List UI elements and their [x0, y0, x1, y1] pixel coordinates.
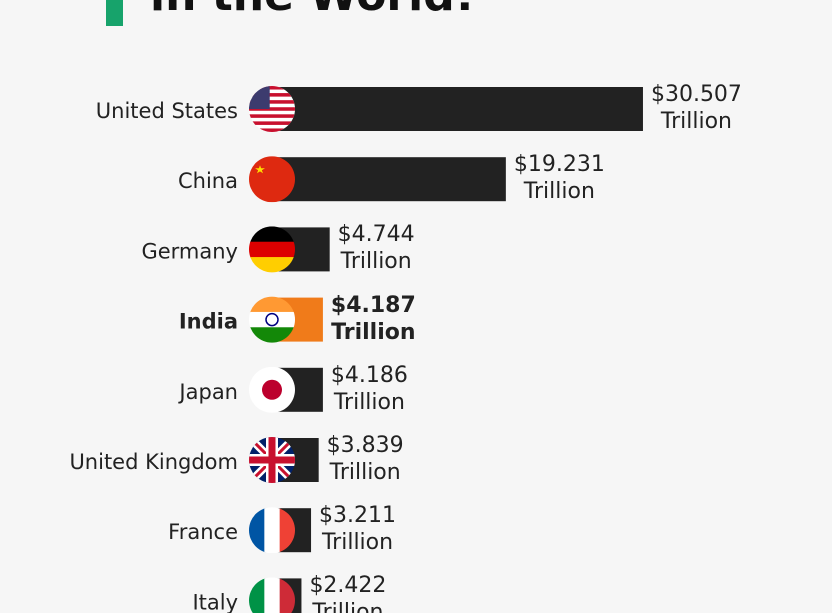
- title-accent: [106, 0, 123, 26]
- value-label: $4.187 Trillion: [330, 292, 416, 345]
- chart-title: in the World!: [150, 0, 475, 21]
- category-label: Germany: [141, 239, 238, 263]
- category-label: United States: [96, 99, 238, 123]
- category-label: Japan: [177, 380, 238, 404]
- category-label: Italy: [192, 590, 238, 613]
- category-label: China: [178, 169, 238, 193]
- flag: [249, 156, 295, 203]
- value-label: $4.186 Trillion: [330, 362, 408, 415]
- flag: [249, 437, 295, 483]
- flag: [249, 86, 295, 132]
- category-label: France: [168, 520, 238, 544]
- bar: [272, 157, 506, 202]
- bar: [272, 87, 643, 131]
- value-label: $4.744 Trillion: [337, 222, 415, 275]
- value-label: $3.211 Trillion: [319, 503, 397, 556]
- value-label: $30.507 Trillion: [650, 82, 742, 134]
- value-label: $19.231 Trillion: [513, 152, 605, 205]
- value-label: $2.422 Trillion: [309, 573, 387, 613]
- category-label: India: [179, 310, 238, 334]
- flag: [249, 366, 295, 413]
- category-label: United Kingdom: [69, 450, 238, 474]
- flag: [249, 226, 295, 273]
- flag: [249, 507, 295, 554]
- flag: [249, 296, 295, 343]
- value-label: $3.839 Trillion: [326, 433, 404, 485]
